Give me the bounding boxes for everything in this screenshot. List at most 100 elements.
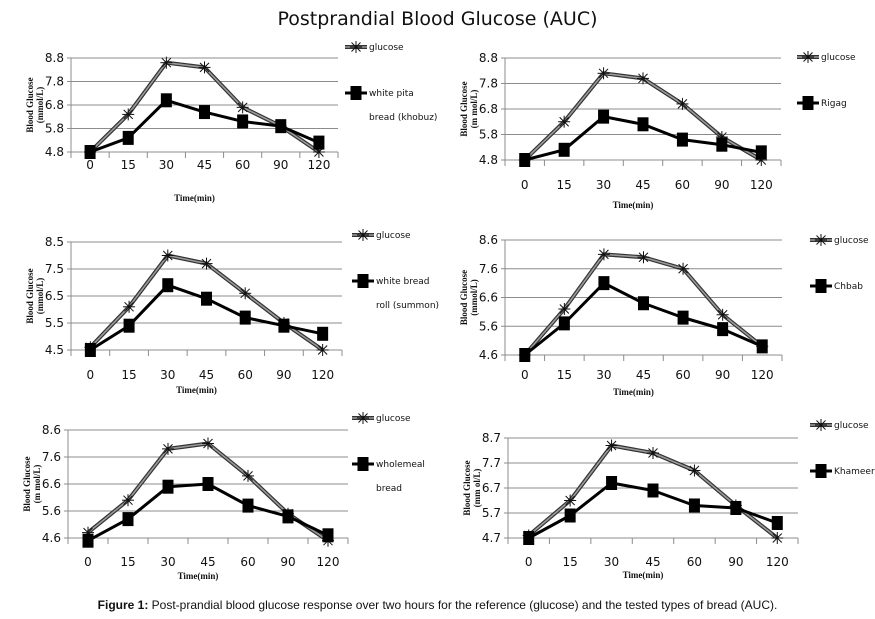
legend-asterisk-icon: [357, 229, 369, 241]
y-tick-label: 7.8: [479, 77, 498, 91]
data-point-bread: [771, 516, 783, 530]
x-tick-label: 0: [525, 555, 533, 569]
chart-panel-middle-right: 4.6 5.6 6.6 7.6 8.6 0 15 30 45 60 90 120 Time(min) Bl…: [459, 233, 869, 397]
data-point-bread: [202, 477, 214, 491]
y-axis-label: (mmol/L): [35, 87, 45, 124]
data-point-bread: [84, 145, 96, 159]
y-tick-label: 7.7: [482, 456, 501, 470]
x-tick-label: 90: [280, 555, 295, 569]
data-point-bread: [730, 501, 742, 515]
x-tick-label: 30: [596, 368, 611, 382]
x-axis-label: Time(min): [176, 385, 217, 395]
x-tick-label: 15: [121, 158, 136, 172]
series-line-glucose: [87, 442, 329, 542]
y-axis-label: (m mol/L): [32, 465, 42, 504]
legend-item: Khameer: [810, 464, 875, 478]
data-point-bread: [275, 119, 287, 134]
x-tick-label: 120: [307, 158, 330, 172]
x-tick-label: 30: [160, 368, 175, 382]
data-point-bread: [676, 132, 688, 147]
data-point-glucose: [688, 464, 701, 477]
data-point-bread: [84, 343, 96, 357]
x-tick-label: 30: [596, 178, 611, 192]
data-point-glucose: [676, 97, 689, 110]
asterisk-stroke: [237, 102, 248, 113]
asterisk-stroke: [803, 52, 813, 62]
data-point-bread: [237, 114, 249, 129]
y-tick-label: 4.6: [479, 348, 498, 362]
legend-asterisk-icon: [815, 234, 827, 246]
data-point-glucose: [564, 494, 577, 507]
x-tick-label: 90: [714, 178, 729, 192]
x-tick-label: 15: [557, 178, 572, 192]
legend-label: glucose: [376, 231, 411, 241]
data-point-glucose: [161, 249, 174, 262]
caption-text: Post-prandial blood glucose response ove…: [148, 598, 778, 612]
data-point-bread: [688, 498, 700, 513]
data-point-bread: [564, 508, 576, 523]
asterisk-stroke: [240, 288, 251, 299]
data-point-glucose: [202, 437, 214, 450]
data-point-bread: [519, 348, 531, 362]
y-tick-label: 6.6: [479, 291, 498, 305]
x-tick-label: 90: [728, 555, 743, 569]
asterisk-stroke: [816, 235, 826, 245]
data-point-bread: [755, 145, 767, 160]
x-tick-label: 45: [635, 178, 650, 192]
data-point-glucose: [239, 287, 252, 300]
y-tick-label: 8.6: [479, 233, 498, 247]
data-point-bread: [523, 531, 535, 545]
asterisk-stroke: [351, 42, 361, 52]
figure-caption: Figure 1: Post-prandial blood glucose re…: [0, 598, 875, 612]
data-point-bread: [756, 339, 768, 354]
data-point-bread: [160, 93, 172, 108]
data-point-glucose: [122, 494, 134, 507]
y-axis-label: Blood Glucose: [459, 270, 469, 325]
x-tick-label: 0: [84, 555, 92, 569]
legend-square-icon: [802, 96, 814, 110]
data-point-glucose: [123, 300, 136, 313]
data-point-glucose: [162, 442, 174, 455]
x-tick-label: 120: [317, 555, 340, 569]
legend-square-icon: [350, 86, 362, 100]
data-point-glucose: [637, 251, 650, 264]
y-tick-label: 5.5: [45, 316, 64, 330]
y-tick-label: 5.6: [479, 319, 498, 333]
y-tick-label: 5.7: [482, 506, 501, 520]
y-tick-label: 8.6: [42, 423, 61, 437]
x-tick-label: 60: [675, 368, 690, 382]
asterisk-stroke: [717, 309, 728, 320]
data-point-glucose: [677, 262, 690, 275]
asterisk-stroke: [161, 57, 172, 68]
x-tick-label: 0: [521, 368, 529, 382]
legend-item: Rigag: [797, 96, 847, 110]
legend-asterisk-icon: [802, 51, 814, 63]
data-point-glucose: [242, 469, 254, 482]
asterisk-stroke: [162, 250, 173, 261]
x-tick-label: 90: [715, 368, 730, 382]
legend-item: glucose: [797, 51, 856, 63]
y-axis-label: (mmol/L): [35, 278, 45, 315]
y-axis-label: (m mol/L): [469, 90, 479, 129]
legend-item: glucose: [810, 234, 869, 246]
x-axis-label: Time(min): [613, 387, 654, 397]
data-point-bread: [122, 512, 134, 527]
asterisk-stroke: [559, 116, 569, 127]
legend-label: Rigag: [821, 99, 847, 109]
legend-asterisk-icon: [815, 419, 827, 431]
x-axis-label: Time(min): [174, 193, 215, 203]
legend-label: white pita: [369, 89, 414, 99]
data-point-glucose: [716, 308, 729, 321]
legend-label: wholemeal: [376, 460, 425, 470]
chart-panel-top-right: 4.8 5.8 6.8 7.8 8.8 0 15 30 45 60 90 120 Time(min) Bl…: [459, 51, 856, 210]
y-tick-label: 8.7: [482, 431, 501, 445]
data-point-bread: [239, 310, 251, 325]
data-point-bread: [242, 498, 254, 513]
data-point-glucose: [647, 447, 659, 459]
data-point-bread: [123, 318, 135, 333]
asterisk-stroke: [358, 413, 368, 423]
x-axis-label: Time(min): [178, 571, 219, 581]
x-tick-label: 15: [121, 368, 136, 382]
legend-label: glucose: [821, 53, 856, 63]
